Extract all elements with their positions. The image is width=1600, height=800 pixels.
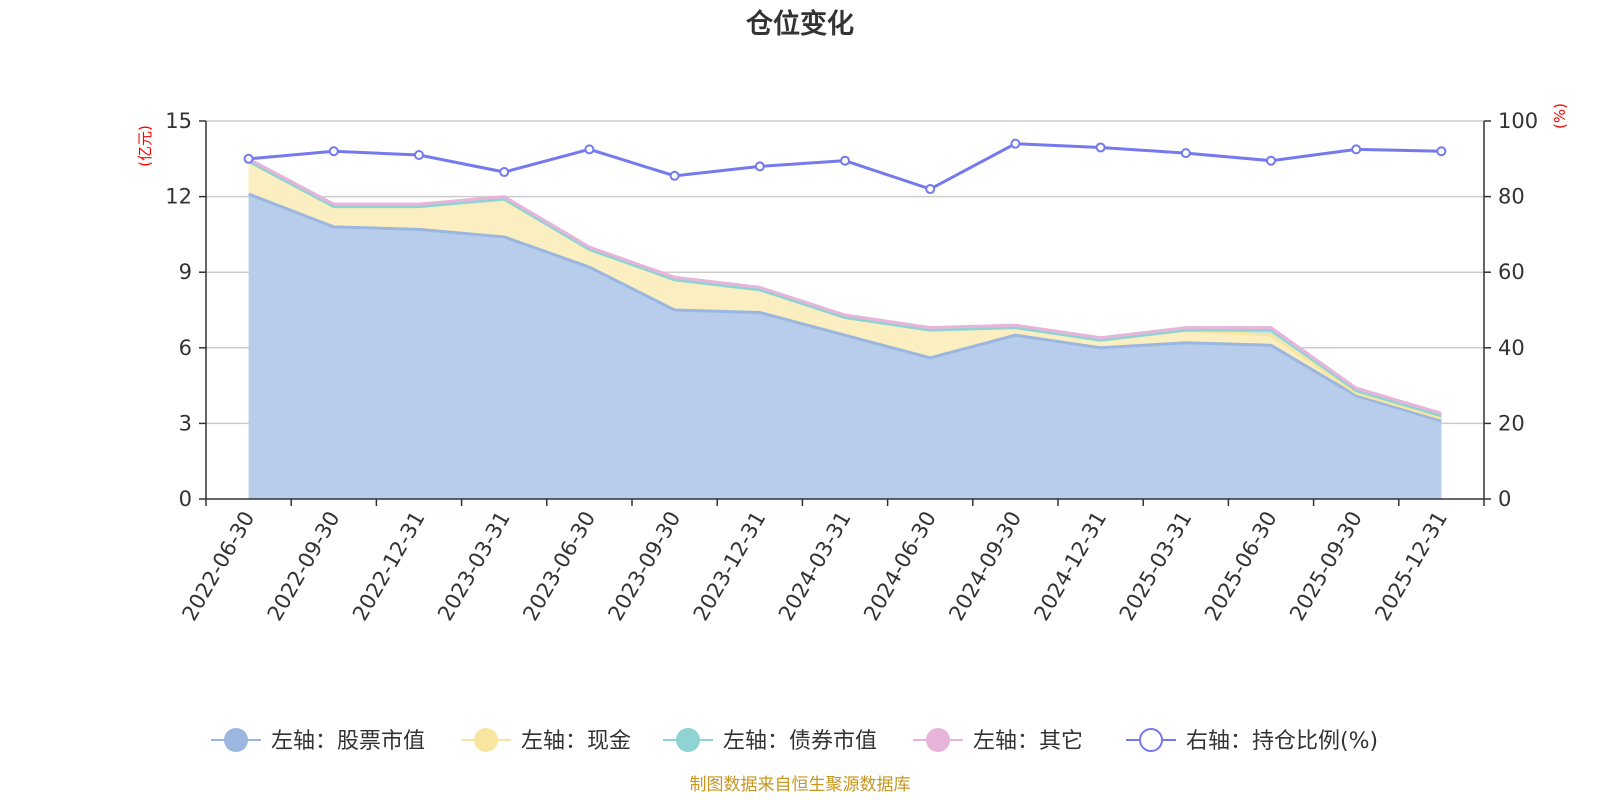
- holding-ratio-point: [925, 184, 936, 195]
- left-axis-tick-label: 0: [179, 487, 192, 511]
- holding-ratio-point: [669, 170, 680, 181]
- source-note: 制图数据来自恒生聚源数据库: [690, 775, 911, 795]
- left-axis-tick-label: 9: [179, 260, 192, 284]
- holding-ratio-point: [840, 155, 850, 166]
- right-axis-tick-label: 40: [1498, 336, 1525, 360]
- legend-label: 左轴：其它: [973, 729, 1083, 754]
- x-axis-tick-label: 2025-12-31: [1370, 507, 1452, 625]
- legend-dot-marker: [676, 728, 700, 752]
- legend-label: 左轴：债券市值: [723, 729, 877, 754]
- legend-dot-marker: [926, 728, 950, 752]
- x-axis-tick-label: 2024-12-31: [1029, 507, 1111, 625]
- holding-ratio-point: [328, 146, 339, 157]
- x-axis-tick-label: 2024-06-30: [859, 507, 941, 625]
- x-axis-tick-label: 2023-03-31: [433, 507, 515, 625]
- area-series-1: [248, 194, 1442, 499]
- x-axis-tick-label: 2022-09-30: [263, 507, 345, 625]
- left-axis-tick-label: 12: [165, 185, 192, 209]
- right-axis-unit: (%): [1551, 103, 1569, 129]
- holding-ratio-polyline: [248, 142, 1442, 191]
- right-axis-tick-label: 80: [1498, 185, 1525, 209]
- x-axis-tick-label: 2025-06-30: [1200, 507, 1282, 625]
- left-axis-tick-label: 6: [179, 336, 192, 360]
- right-axis-tick-label: 60: [1498, 260, 1525, 284]
- x-axis-tick-label: 2024-03-31: [774, 507, 856, 625]
- x-axis-tick-label: 2023-06-30: [518, 507, 600, 625]
- holding-ratio-point: [499, 167, 510, 178]
- right-axis-tick-label: 0: [1498, 487, 1511, 511]
- legend-dot-marker: [1139, 728, 1163, 752]
- right-axis-tick-label: 100: [1498, 109, 1538, 133]
- area-edge-series-3: [247, 159, 1442, 418]
- area-edge-series-1: [248, 192, 1442, 423]
- holding-ratio-point: [414, 150, 424, 161]
- x-axis-tick-label: 2023-09-30: [603, 507, 685, 625]
- x-axis-tick-label: 2025-09-30: [1285, 507, 1367, 625]
- holding-ratio-point: [1351, 144, 1362, 155]
- legend-label: 左轴：现金: [521, 729, 631, 754]
- legend-dot-marker: [224, 728, 248, 752]
- holding-ratio-point: [1266, 155, 1276, 166]
- holding-ratio-point: [1095, 142, 1106, 153]
- x-axis-tick-label: 2025-03-31: [1115, 507, 1197, 625]
- x-axis-tick-label: 2022-06-30: [177, 507, 259, 625]
- holding-ratio-point: [754, 161, 765, 172]
- holding-ratio-point: [1010, 138, 1021, 149]
- x-axis-tick-label: 2024-09-30: [944, 507, 1026, 625]
- x-axis-tick-label: 2022-12-31: [348, 507, 430, 625]
- holding-ratio-line: [243, 138, 1447, 195]
- chart-title: 仓位变化: [745, 8, 854, 40]
- left-axis-unit: (亿元): [136, 125, 154, 167]
- holding-ratio-point: [584, 144, 595, 155]
- legend-label: 右轴：持仓比例(%): [1186, 729, 1378, 754]
- left-axis-tick-label: 15: [165, 109, 192, 133]
- area-edge-series-4: [247, 157, 1442, 415]
- holding-ratio-point: [1180, 148, 1191, 159]
- legend-label: 左轴：股票市值: [271, 729, 425, 754]
- holding-ratio-point: [1436, 146, 1447, 157]
- stacked-areas: [247, 157, 1442, 499]
- right-axis-tick-label: 20: [1498, 411, 1525, 435]
- x-axis-tick-label: 2023-12-31: [689, 507, 771, 625]
- left-axis-tick-label: 3: [179, 411, 192, 435]
- legend-dot-marker: [474, 728, 498, 752]
- area-series-2: [248, 161, 1442, 421]
- holding-ratio-point: [243, 153, 254, 164]
- legend: 左轴：股票市值 左轴：现金 左轴：债券市值 左轴：其它 右轴：持仓比例(%): [211, 728, 1378, 754]
